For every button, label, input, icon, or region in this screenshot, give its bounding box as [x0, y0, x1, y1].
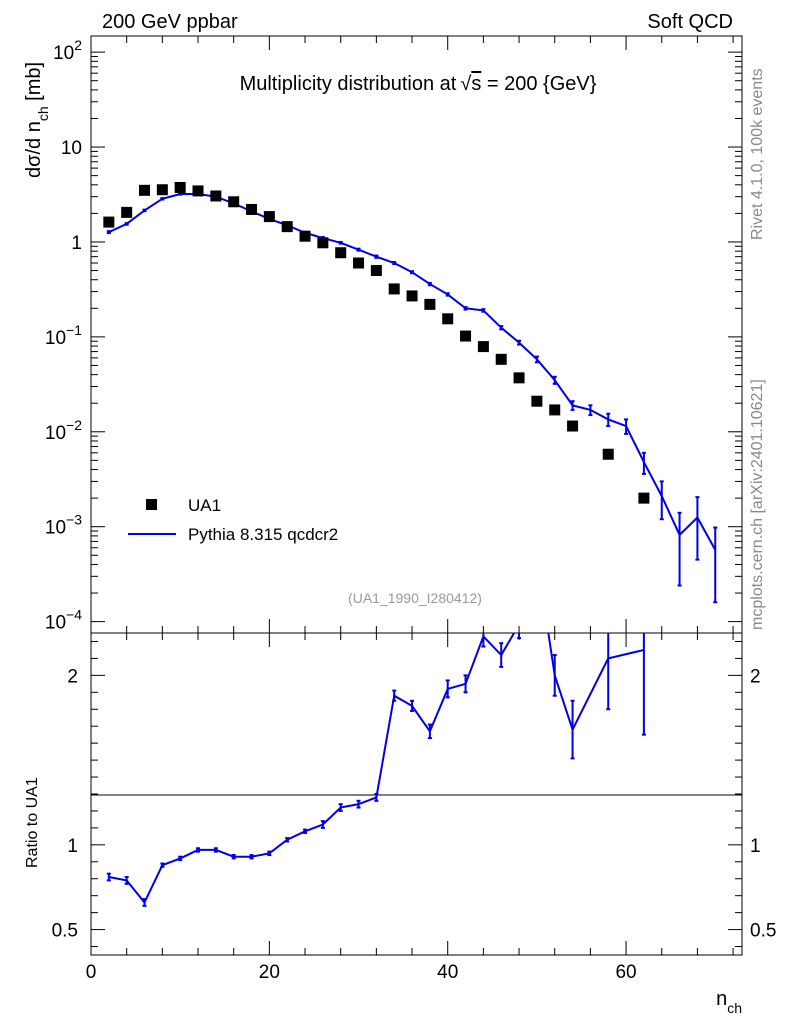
main-data: [103, 181, 718, 604]
y-tick-label: 10: [61, 138, 82, 159]
ua1-point: [370, 265, 382, 277]
ua1-point: [460, 330, 472, 342]
ua1-point: [513, 372, 525, 384]
main-x-ticks: [90, 36, 734, 633]
header-left: 200 GeV ppbar: [102, 11, 238, 33]
x-tick-label: 20: [259, 962, 280, 983]
y-tick-label: 1: [71, 233, 82, 254]
ua1-point: [210, 190, 222, 202]
ratio-y-tick-label-right: 1: [750, 836, 761, 857]
ua1-point: [228, 196, 240, 208]
legend: UA1 Pythia 8.315 qcdcr2: [128, 496, 338, 544]
x-tick-label: 40: [437, 962, 458, 983]
legend-ua1-marker: [146, 499, 157, 510]
ua1-point: [281, 221, 293, 233]
ratio-x-ticks: 0 20 40 60: [86, 633, 734, 983]
x-tick-label: 0: [86, 962, 97, 983]
analysis-tag: (UA1_1990_I280412): [348, 590, 482, 606]
ratio-y-ticks: 2 2 1 1 0.5 0.5: [52, 640, 776, 948]
ua1-point: [156, 184, 168, 196]
side-label-bottom: mcplots.cern.ch [arXiv:2401.10621]: [749, 379, 766, 630]
ua1-point: [638, 492, 650, 504]
side-label-top: Rivet 4.1.0, 100k events: [749, 68, 766, 240]
y-tick-label: 10−1: [45, 322, 82, 349]
ua1-point: [335, 247, 347, 259]
ua1-point: [353, 257, 365, 269]
ua1-point: [442, 313, 454, 325]
header-right: Soft QCD: [647, 11, 733, 33]
ua1-point: [103, 216, 115, 228]
ratio-y-tick-label: 1: [67, 836, 78, 857]
ratio-y-tick-label-right: 0.5: [750, 921, 776, 942]
x-tick-label: 60: [615, 962, 636, 983]
legend-pythia-label: Pythia 8.315 qcdcr2: [188, 525, 338, 544]
ratio-y-tick-label: 2: [67, 666, 78, 687]
ratio-y-tick-label-right: 2: [750, 666, 761, 687]
main-panel: 102 10 1 10−1 10−2 10−3 10−4: [45, 35, 743, 634]
y-tick-label: 10−4: [45, 607, 82, 634]
ua1-point: [424, 298, 436, 310]
ratio-panel: 2 2 1 1 0.5 0.5 0 20 40 60: [52, 632, 776, 983]
ua1-point: [477, 341, 489, 353]
ua1-point: [246, 203, 258, 215]
ua1-point: [549, 404, 561, 416]
ratio-y-tick-label: 0.5: [52, 921, 78, 942]
ratio-line: [108, 633, 645, 905]
y-tick-label: 102: [53, 37, 82, 64]
y-tick-label: 10−2: [45, 417, 82, 444]
ua1-point: [602, 448, 614, 460]
ua1-point: [192, 185, 204, 197]
ratio-data: [106, 633, 646, 907]
ua1-point: [567, 420, 579, 432]
y-tick-label: 10−3: [45, 512, 82, 539]
ratio-y-axis-label: Ratio to UA1: [24, 777, 41, 868]
ua1-point: [121, 206, 133, 218]
main-y-ticks: 102 10 1 10−1 10−2 10−3 10−4: [45, 37, 742, 634]
ua1-point: [299, 230, 311, 242]
legend-ua1-label: UA1: [188, 496, 221, 515]
x-axis-label: nch: [716, 988, 742, 1016]
ratio-series: [106, 633, 646, 907]
ua1-point: [174, 181, 186, 193]
ua1-point: [317, 237, 329, 249]
ua1-point: [263, 211, 275, 223]
y-axis-label: dσ/d nch [mb]: [23, 62, 51, 178]
chart-title: Multiplicity distribution at √s = 200 {Ge…: [240, 73, 597, 95]
ua1-point: [531, 395, 543, 407]
ua1-point: [495, 353, 507, 365]
ua1-point: [139, 184, 151, 196]
ua1-point: [388, 283, 400, 295]
ua1-point: [406, 290, 418, 302]
